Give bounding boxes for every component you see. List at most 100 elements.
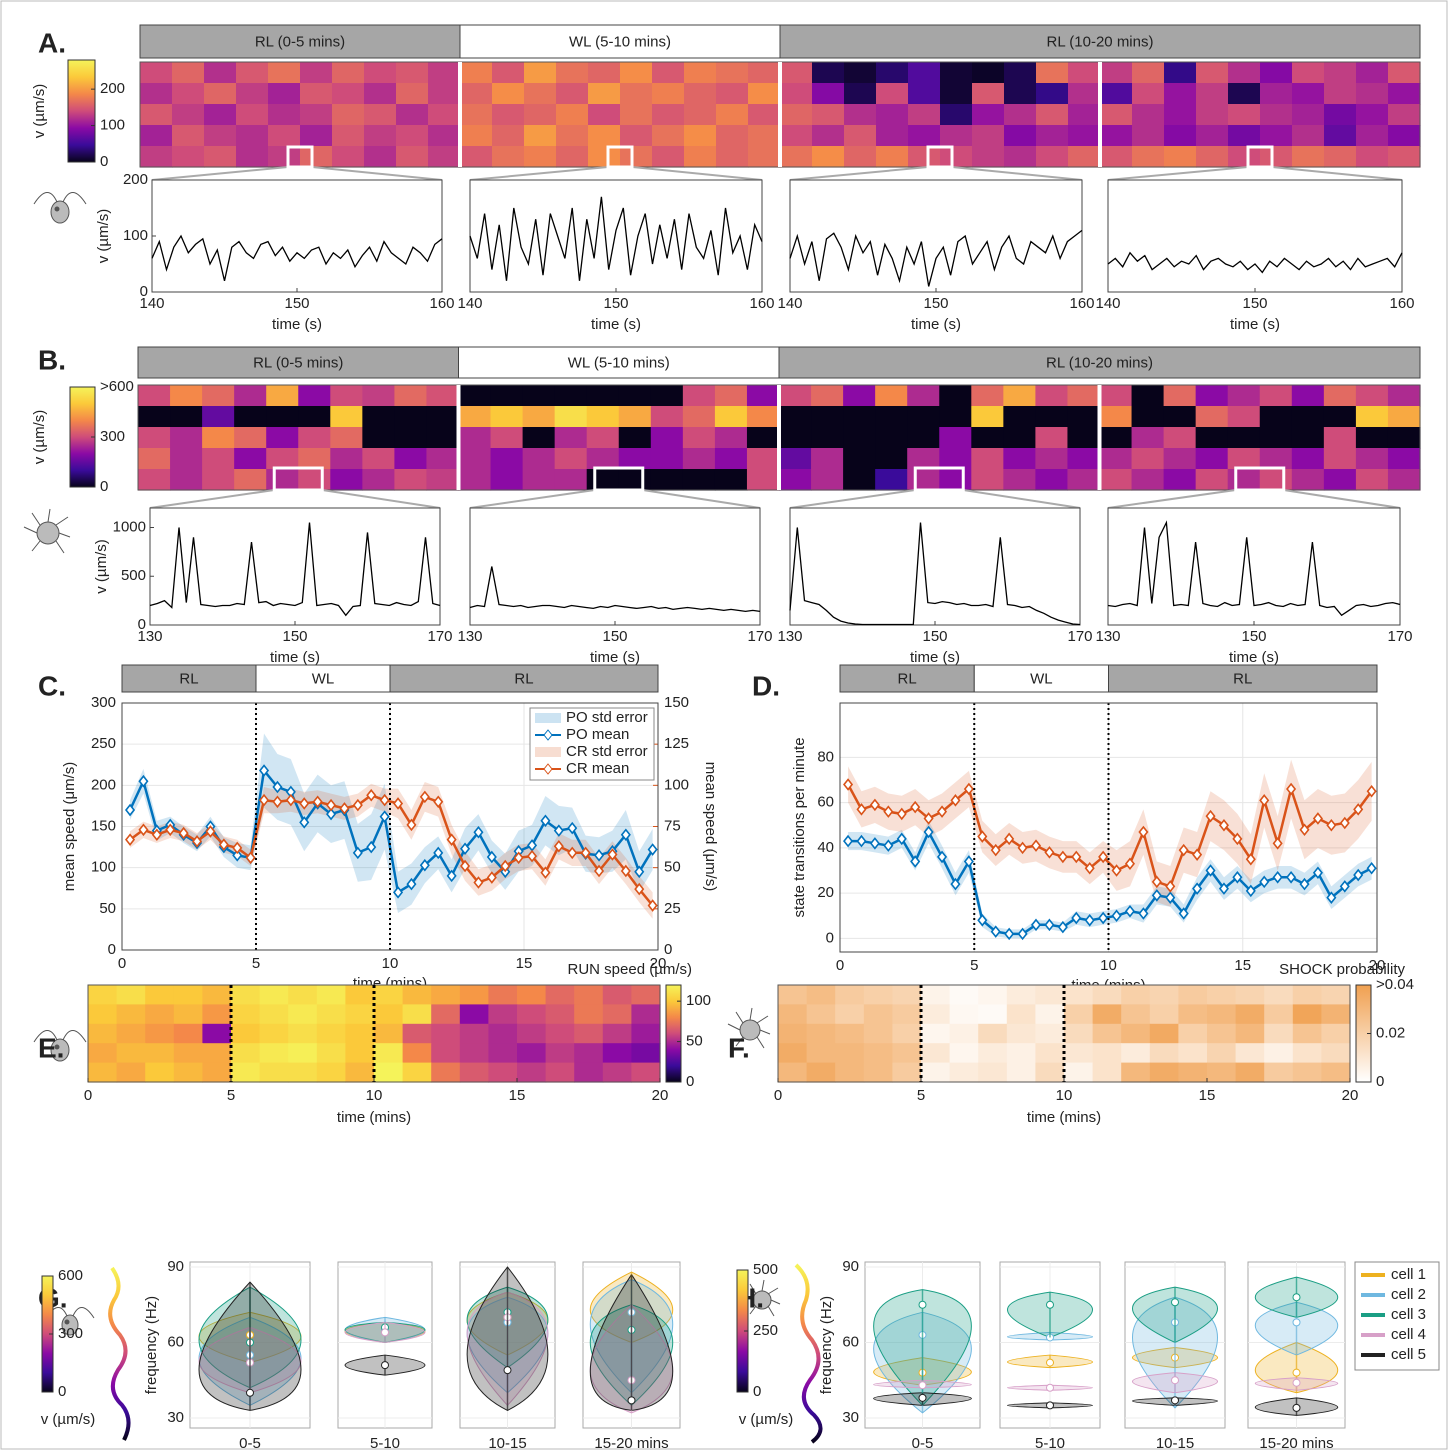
heatmap-cell — [864, 1004, 893, 1024]
heatmap-cell — [574, 1004, 603, 1024]
legend-label: cell 4 — [1391, 1326, 1426, 1343]
colorbar-tick-label: >600 — [100, 378, 134, 395]
colorbar-tick-label: 0 — [753, 1383, 761, 1400]
heatmap-cell — [1036, 62, 1069, 84]
x-tick-label: 10 — [366, 1087, 383, 1104]
heatmap-cell — [459, 469, 492, 491]
heatmap-cell — [907, 406, 940, 428]
x-axis-label: time (mins) — [1027, 1109, 1101, 1126]
heatmap-cell — [172, 125, 205, 147]
heatmap-cell — [460, 1043, 489, 1063]
heatmap-cell — [260, 1024, 289, 1044]
heatmap-cell — [748, 146, 781, 168]
heatmap-cell — [683, 448, 716, 470]
heatmap-cell — [394, 469, 427, 491]
heatmap-cell — [1260, 125, 1293, 147]
heatmap-cell — [231, 1004, 260, 1024]
heatmap-cell — [1388, 448, 1421, 470]
colorbar-tick-label: 500 — [753, 1261, 778, 1278]
x-tick-label: 5 — [227, 1087, 235, 1104]
period-label: WL — [312, 670, 335, 687]
heatmap-cell — [298, 385, 331, 407]
colorbar-tick-label: 300 — [58, 1325, 83, 1342]
heatmap-cell — [835, 985, 864, 1005]
colorbar-tick-label: 0.02 — [1376, 1024, 1405, 1041]
heatmap-cell — [1164, 83, 1197, 105]
violin-median — [1293, 1379, 1300, 1386]
heatmap-cell — [715, 406, 748, 428]
heatmap-cell — [1132, 406, 1165, 428]
violin-median — [382, 1329, 389, 1336]
heatmap-cell — [1207, 985, 1236, 1005]
heatmap-cell — [317, 1043, 346, 1063]
heatmap-cell — [748, 104, 781, 126]
heatmap-cell — [394, 448, 427, 470]
colorbar — [68, 60, 95, 162]
heatmap-cell — [939, 427, 972, 449]
heatmap-cell — [1356, 385, 1389, 407]
period-label: RL (10-20 mins) — [1047, 33, 1154, 50]
heatmap-cell — [875, 448, 908, 470]
heatmap-cell — [588, 62, 621, 84]
x-tick-label: 150 — [284, 295, 309, 312]
heatmap-cell — [1228, 146, 1261, 168]
heatmap-cell — [117, 1024, 146, 1044]
heatmap-cell — [524, 83, 557, 105]
heatmap-cell — [574, 1024, 603, 1044]
heatmap-cell — [300, 146, 333, 168]
y-tick-label: 40 — [817, 839, 834, 856]
x-axis-label: time (s) — [591, 316, 641, 333]
colorbar-label: v (µm/s) — [739, 1411, 793, 1428]
heatmap-cell — [1007, 985, 1036, 1005]
violin-median — [1293, 1404, 1300, 1411]
violin-median — [1293, 1319, 1300, 1326]
heatmap-cell — [556, 104, 589, 126]
heatmap-cell — [460, 146, 493, 168]
heatmap-cell — [1228, 448, 1261, 470]
heatmap-cell — [908, 62, 941, 84]
heatmap-cell — [1100, 146, 1133, 168]
heatmap-cell — [1004, 125, 1037, 147]
heatmap-cell — [807, 1024, 836, 1044]
heatmap-cell — [174, 1063, 203, 1083]
heatmap-cell — [631, 1043, 660, 1063]
heatmap-cell — [488, 1043, 517, 1063]
heatmap-cell — [555, 385, 588, 407]
heatmap-cell — [1228, 406, 1261, 428]
heatmap-cell — [588, 104, 621, 126]
heatmap-cell — [202, 1024, 231, 1044]
heatmap-cell — [907, 448, 940, 470]
y-tick-label: 300 — [91, 694, 116, 711]
legend-label: PO mean — [566, 726, 629, 743]
heatmap-cell — [748, 125, 781, 147]
colorbar-tick-label: >0.04 — [1376, 976, 1414, 993]
heatmap-cell — [202, 1004, 231, 1024]
x-tick-label: 170 — [1067, 628, 1092, 645]
heatmap-cell — [1036, 104, 1069, 126]
heatmap-cell — [1292, 469, 1325, 491]
heatmap-cell — [374, 1043, 403, 1063]
heatmap-cell — [908, 125, 941, 147]
heatmap-cell — [978, 1043, 1007, 1063]
heatmap-cell — [1093, 1063, 1122, 1083]
heatmap-cell — [1164, 427, 1197, 449]
colorbar-tick-label: 250 — [753, 1322, 778, 1339]
heatmap-cell — [1067, 427, 1100, 449]
heatmap-cell — [748, 62, 781, 84]
x-tick-label: 130 — [777, 628, 802, 645]
heatmap-cell — [362, 469, 395, 491]
heatmap-cell — [300, 125, 333, 147]
heatmap-cell — [844, 83, 877, 105]
heatmap-cell — [971, 448, 1004, 470]
heatmap-cell — [332, 62, 365, 84]
x-tick-label: 160 — [429, 295, 454, 312]
heatmap-cell — [1035, 448, 1068, 470]
heatmap-cell — [603, 1004, 632, 1024]
heatmap-cell — [747, 469, 780, 491]
colorbar-tick-label: 0 — [686, 1073, 694, 1090]
heatmap-cell — [1178, 985, 1207, 1005]
heatmap-cell — [1150, 985, 1179, 1005]
heatmap-cell — [491, 385, 524, 407]
y-tick-label: 0 — [826, 929, 834, 946]
heatmap-cell — [1196, 406, 1229, 428]
